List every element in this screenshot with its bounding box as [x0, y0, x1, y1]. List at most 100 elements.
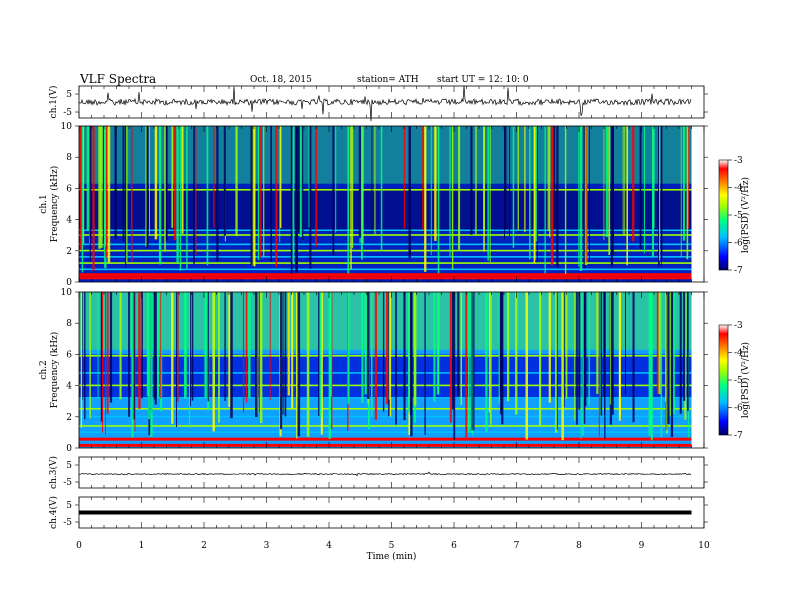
spectrogram-streak	[536, 126, 538, 263]
spectrogram-streak	[218, 292, 220, 423]
spectrogram-streak	[507, 292, 510, 402]
spectrogram-streak	[437, 126, 440, 274]
spectrogram-streak	[216, 126, 219, 262]
spectrogram-streak	[371, 126, 373, 231]
y-axis-label: ch.3(V)	[48, 456, 59, 489]
spectrogram-streak	[451, 292, 454, 410]
spectrogram-band	[79, 437, 692, 441]
spectrogram-streak	[186, 126, 188, 269]
spectrogram-streak	[257, 126, 260, 260]
spectrogram-streak	[109, 292, 113, 403]
spectrogram-streak	[114, 126, 117, 240]
spectrogram-band	[79, 276, 692, 280]
spectrogram-streak	[223, 126, 226, 236]
spectrogram-band	[79, 188, 692, 191]
spectrogram-streak	[667, 292, 670, 424]
spectrogram-streak	[501, 292, 504, 425]
spectrogram-streak	[193, 126, 195, 264]
spectrogram-streak	[562, 292, 564, 415]
x-tick-label: 5	[389, 541, 395, 551]
spectrogram-streak	[107, 126, 111, 263]
spectrogram-streak	[213, 126, 215, 228]
spectrogram-streak	[332, 126, 335, 256]
spectrogram-streak	[648, 292, 651, 436]
y-tick-label: 4	[66, 216, 72, 226]
spectrogram-streak	[598, 292, 600, 437]
spectrogram-streak	[626, 126, 628, 266]
spectrogram-streak	[515, 292, 518, 415]
spectrogram-streak	[164, 126, 168, 242]
spectrogram-band	[79, 408, 692, 410]
colorbar-tick-label: -7	[734, 266, 743, 276]
figure-title: VLF Spectra	[79, 72, 156, 86]
spectrogram-streak	[471, 292, 473, 431]
spectrogram-streak	[138, 292, 141, 409]
spectrogram-streak	[622, 126, 624, 236]
colorbar-tick-label: -5	[734, 376, 743, 386]
y-tick-label: 8	[66, 319, 72, 329]
spectrogram-streak	[580, 292, 582, 440]
spectrogram-streak	[230, 292, 233, 419]
spectrogram-streak	[684, 292, 687, 420]
spectrogram-streak	[92, 126, 95, 272]
ch2-colorbar-gradient	[718, 324, 729, 436]
spectrogram-streak	[128, 292, 130, 417]
spectrogram-streak	[320, 292, 323, 435]
spectrogram-streak	[578, 126, 580, 267]
x-tick-label: 9	[639, 541, 645, 551]
ch1-colorbar-gradient	[718, 159, 729, 271]
spectrogram-streak	[204, 292, 207, 398]
channel-label: ch.2	[39, 360, 49, 379]
spectrogram-streak	[433, 292, 436, 402]
spectrogram-streak	[258, 292, 260, 412]
spectrogram-streak	[661, 126, 662, 268]
spectrogram-streak	[608, 126, 611, 255]
spectrogram-streak	[309, 126, 312, 269]
spectrogram-streak	[279, 126, 281, 243]
y-tick-label: 2	[66, 247, 72, 257]
spectrogram-streak	[605, 126, 609, 237]
spectrogram-streak	[489, 126, 491, 262]
spectrogram-streak	[658, 292, 661, 395]
spectrogram-streak	[449, 126, 451, 257]
spectrogram-streak	[422, 126, 424, 230]
spectrogram-streak	[100, 126, 103, 248]
spectrogram-streak	[242, 292, 245, 413]
spectrogram-streak	[565, 292, 568, 399]
spectrogram-streak	[347, 292, 350, 404]
waveform-trace	[79, 510, 692, 515]
spectrogram-streak	[292, 126, 295, 264]
spectrogram-streak	[644, 126, 645, 254]
spectrogram-streak	[424, 292, 426, 435]
spectrogram-streak	[458, 126, 461, 251]
spectrogram-band	[79, 262, 692, 264]
spectrogram-streak	[297, 292, 301, 437]
x-tick-label: 3	[264, 541, 270, 551]
start-time-label: start UT = 12: 10: 0	[437, 75, 529, 85]
spectrogram-streak	[578, 292, 581, 410]
spectrogram-band	[79, 354, 692, 357]
spectrogram-streak	[659, 126, 661, 261]
spectrogram-streak	[164, 126, 166, 252]
spectrogram-streak	[306, 292, 310, 437]
colorbar-tick-label: -7	[734, 431, 743, 441]
spectrogram-streak	[351, 126, 354, 249]
spectrogram-streak	[207, 292, 209, 402]
spectrogram-streak	[453, 292, 456, 440]
spectrogram-streak	[488, 292, 490, 413]
spectrogram-streak	[535, 126, 538, 242]
spectrogram-streak	[98, 126, 101, 249]
spectrogram-streak	[485, 292, 488, 432]
spectrogram-streak	[154, 292, 157, 405]
spectrogram-streak	[409, 292, 413, 415]
spectrogram-streak	[600, 292, 603, 416]
spectrogram-streak	[525, 292, 528, 440]
spectrogram-streak	[252, 126, 255, 266]
spectrogram-streak	[184, 292, 187, 399]
y-tick-label: 10	[61, 122, 73, 132]
y-tick-label: 5	[66, 501, 72, 511]
spectrogram-streak	[624, 126, 626, 236]
spectrogram-streak	[547, 126, 549, 232]
spectrogram-streak	[579, 126, 583, 271]
spectrogram-streak	[131, 126, 133, 262]
